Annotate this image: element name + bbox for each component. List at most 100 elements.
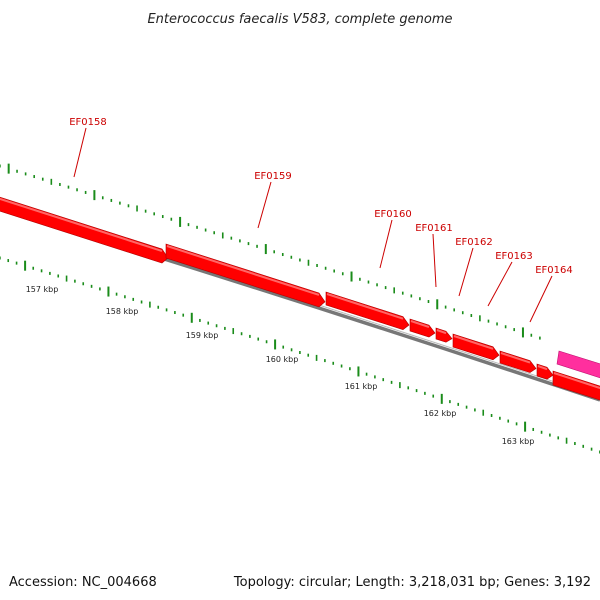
minor-tick bbox=[7, 259, 10, 263]
gene-arrow-ef0159[interactable] bbox=[165, 243, 326, 308]
gene-leader-line bbox=[487, 261, 513, 307]
minor-tick bbox=[384, 286, 387, 290]
minor-tick bbox=[470, 314, 473, 318]
genome-title: Enterococcus faecalis V583, complete gen… bbox=[147, 12, 452, 27]
minor-tick bbox=[76, 188, 78, 192]
gene-highlight bbox=[326, 293, 404, 320]
minor-tick bbox=[444, 305, 447, 309]
gene-label-ef0160[interactable]: EF0160 bbox=[374, 209, 412, 220]
major-tick bbox=[357, 366, 360, 377]
gene-label-ef0162[interactable]: EF0162 bbox=[455, 237, 493, 248]
gene-label-ef0163[interactable]: EF0163 bbox=[495, 251, 533, 262]
minor-tick bbox=[376, 283, 378, 287]
minor-tick bbox=[574, 442, 576, 446]
minor-tick bbox=[324, 359, 326, 363]
genes-layer bbox=[0, 194, 600, 403]
minor-tick bbox=[299, 258, 301, 262]
minor-tick bbox=[374, 375, 376, 379]
gene-highlight bbox=[436, 329, 447, 335]
minor-tick bbox=[449, 400, 451, 404]
minor-tick bbox=[399, 382, 401, 389]
gene-label-ef0159[interactable]: EF0159 bbox=[254, 171, 292, 182]
outer-tick-ring bbox=[0, 163, 541, 340]
minor-tick bbox=[110, 198, 113, 202]
minor-tick bbox=[565, 437, 568, 444]
major-tick bbox=[440, 393, 443, 404]
genome-summary-text: Topology: circular; Length: 3,218,031 bp… bbox=[233, 575, 591, 590]
minor-tick bbox=[513, 328, 515, 332]
minor-tick bbox=[324, 266, 327, 270]
minor-tick bbox=[187, 223, 190, 227]
gene-leader-line bbox=[257, 181, 272, 229]
minor-tick bbox=[539, 336, 541, 340]
minor-tick bbox=[213, 231, 215, 235]
minor-tick bbox=[315, 354, 318, 361]
gene-highlight bbox=[553, 372, 600, 390]
minor-tick bbox=[496, 322, 498, 326]
minor-tick bbox=[127, 204, 130, 208]
minor-tick bbox=[0, 256, 1, 260]
minor-tick bbox=[282, 345, 285, 349]
minor-tick bbox=[465, 405, 468, 409]
minor-tick bbox=[196, 225, 198, 229]
inner-tick-ring bbox=[0, 256, 600, 454]
kbp-label: 162 kbp bbox=[424, 409, 457, 418]
minor-tick bbox=[204, 228, 207, 232]
minor-tick bbox=[153, 212, 155, 216]
major-tick bbox=[190, 312, 193, 323]
major-tick bbox=[524, 421, 527, 432]
minor-tick bbox=[257, 337, 260, 341]
minor-tick bbox=[333, 269, 335, 273]
minor-tick bbox=[239, 239, 241, 243]
gene-labels-layer: EF0158 EF0159 EF0160EF0161EF0162EF0163EF01… bbox=[69, 117, 573, 323]
kbp-label: 158 kbp bbox=[106, 307, 139, 316]
gene-label-ef0158[interactable]: EF0158 bbox=[69, 117, 107, 128]
minor-tick bbox=[281, 253, 284, 257]
gene-arrow-ef0158[interactable] bbox=[0, 194, 169, 264]
minor-tick bbox=[367, 280, 370, 284]
minor-tick bbox=[224, 326, 226, 330]
minor-tick bbox=[349, 367, 351, 371]
minor-tick bbox=[540, 430, 543, 434]
minor-tick bbox=[432, 394, 435, 398]
minor-tick bbox=[82, 282, 85, 286]
major-tick bbox=[436, 299, 439, 310]
minor-tick bbox=[65, 275, 68, 282]
major-tick bbox=[107, 286, 110, 297]
gene-label-ef0161[interactable]: EF0161 bbox=[415, 223, 453, 234]
major-tick bbox=[274, 339, 277, 350]
minor-tick bbox=[393, 287, 395, 294]
minor-tick bbox=[273, 250, 275, 254]
gene-highlight bbox=[500, 352, 531, 364]
minor-tick bbox=[101, 196, 104, 200]
major-tick bbox=[24, 260, 27, 271]
minor-tick bbox=[140, 300, 143, 304]
kbp-labels-layer: 157 kbp 158 kbp 159 kbp 160 kbp 161 kbp 162 k… bbox=[26, 285, 535, 446]
minor-tick bbox=[290, 255, 293, 259]
minor-tick bbox=[149, 301, 151, 308]
minor-tick bbox=[256, 244, 258, 248]
minor-tick bbox=[199, 318, 201, 322]
minor-tick bbox=[365, 372, 368, 376]
minor-tick bbox=[240, 332, 243, 336]
minor-tick bbox=[590, 447, 593, 451]
minor-tick bbox=[582, 444, 585, 448]
major-tick bbox=[93, 190, 96, 201]
minor-tick bbox=[530, 333, 533, 337]
gene-label-ef0164[interactable]: EF0164 bbox=[535, 265, 573, 276]
gene-leader-line bbox=[379, 219, 393, 269]
minor-tick bbox=[57, 274, 60, 278]
minor-tick bbox=[504, 325, 507, 329]
minor-tick bbox=[549, 433, 551, 437]
minor-tick bbox=[340, 364, 343, 368]
kbp-label: 161 kbp bbox=[345, 382, 378, 391]
minor-tick bbox=[124, 295, 126, 299]
minor-tick bbox=[174, 311, 176, 315]
minor-tick bbox=[332, 361, 335, 365]
major-tick bbox=[7, 163, 10, 174]
gene-arrow-pink[interactable] bbox=[556, 350, 600, 381]
gene-arrow-unlabeled-8[interactable] bbox=[552, 370, 600, 403]
minor-tick bbox=[144, 209, 147, 213]
minor-tick bbox=[507, 419, 510, 423]
